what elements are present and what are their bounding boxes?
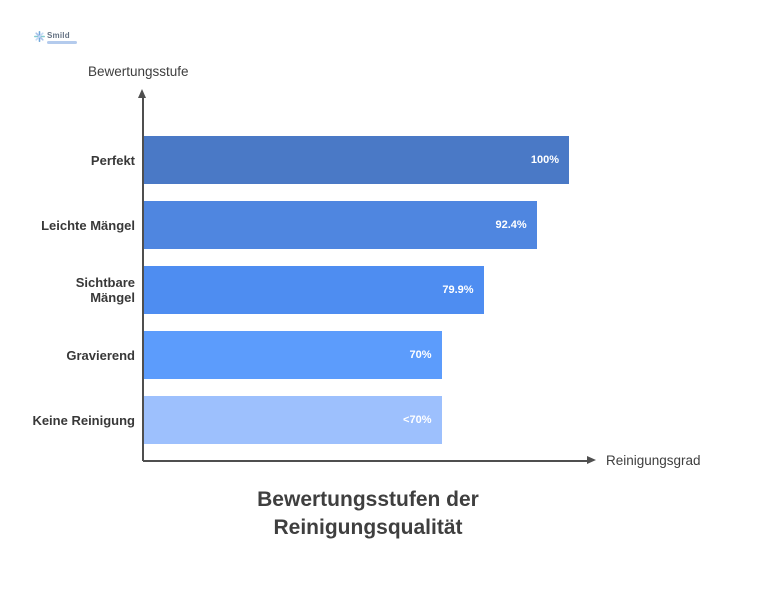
category-label: Perfekt (90, 152, 135, 168)
bar: 100% (144, 136, 569, 184)
bar: 70% (144, 331, 442, 379)
bar: 92.4% (144, 201, 537, 249)
brand-star-icon (34, 31, 45, 42)
chart-title-line-1: Bewertungsstufen der (257, 488, 479, 511)
category-label: Keine Reinigung (32, 412, 135, 428)
bar-row: Keine Reinigung <70% (0, 396, 769, 444)
y-axis-line (142, 97, 144, 461)
bar-row: Leichte Mängel 92.4% (0, 201, 769, 249)
x-axis-arrowhead-icon (587, 456, 596, 464)
brand-logo: Smild (34, 31, 77, 44)
brand-logo-tagline (47, 41, 77, 44)
brand-logo-text: Smild (47, 31, 70, 40)
x-axis-line (143, 460, 588, 462)
chart-title: Bewertungsstufen der Reinigungsqualität (143, 486, 593, 542)
bar: <70% (144, 396, 442, 444)
bar-row: Gravierend 70% (0, 331, 769, 379)
bar-value-label: <70% (403, 414, 432, 426)
bar-row: Perfekt 100% (0, 136, 769, 184)
category-label: Leichte Mängel (41, 217, 135, 233)
y-axis-arrowhead-icon (138, 89, 146, 98)
bar-row: Sichtbare Mängel 79.9% (0, 266, 769, 314)
bar-value-label: 100% (530, 154, 559, 166)
y-axis-label: Bewertungsstufe (88, 64, 189, 79)
chart-title-line-2: Reinigungsqualität (273, 516, 463, 539)
category-label: Gravierend (66, 347, 135, 363)
bar-value-label: 70% (409, 349, 432, 361)
category-label: Sichtbare Mängel (75, 275, 135, 305)
x-axis-label: Reinigungsgrad (606, 453, 701, 468)
bar: 79.9% (144, 266, 484, 314)
bar-value-label: 92.4% (495, 219, 527, 231)
bar-value-label: 79.9% (442, 284, 474, 296)
